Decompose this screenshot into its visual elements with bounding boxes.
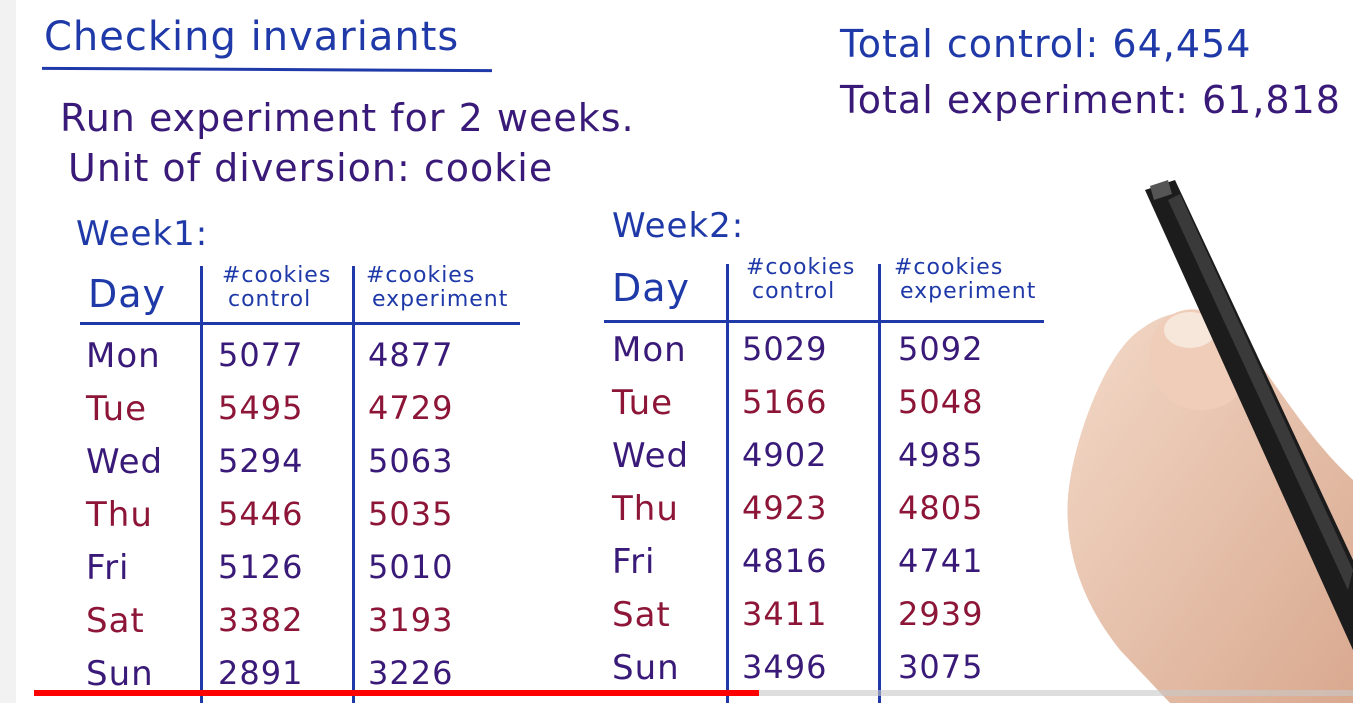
week2-row-experiment-value: 2939 [898, 595, 984, 633]
week1-row-control-value: 2891 [218, 654, 304, 692]
week2-row-control-value: 3496 [742, 648, 828, 686]
week1-row-experiment-value: 3226 [368, 654, 454, 692]
title-underline [41, 66, 493, 73]
week1-row-control-value: 5294 [218, 442, 304, 480]
week2-row-day: Fri [612, 542, 656, 582]
week2-label: Week2: [612, 206, 745, 246]
week1-row-experiment-value: 3193 [368, 601, 454, 639]
week2-row-day: Mon [612, 330, 687, 370]
week1-row-experiment-value: 5035 [368, 495, 454, 533]
week2-row-day: Tue [612, 383, 674, 423]
video-progress-fill [34, 690, 760, 696]
board-title: Checking invariants [44, 14, 460, 60]
week2-row-day: Sun [612, 648, 680, 688]
week1-divider-2 [352, 266, 355, 703]
week2-row-experiment-value: 4741 [898, 542, 984, 580]
week2-divider-1 [726, 264, 729, 703]
week1-row-experiment-value: 5063 [368, 442, 454, 480]
week1-row-experiment-value: 4877 [368, 336, 454, 374]
week2-header-control-line2: control [752, 279, 836, 304]
week1-header-control-line1: #cookies [222, 263, 332, 288]
week1-row-control-value: 5077 [218, 336, 304, 374]
total-experiment: Total experiment: 61,818 [840, 78, 1341, 122]
week1-row-day: Fri [86, 548, 130, 588]
week2-header-experiment-line1: #cookies [894, 255, 1004, 280]
week1-row-control-value: 5126 [218, 548, 304, 586]
week2-row-experiment-value: 5048 [898, 383, 984, 421]
week2-row-control-value: 5166 [742, 383, 828, 421]
week2-row-control-value: 4923 [742, 489, 828, 527]
week1-header-experiment-line1: #cookies [366, 263, 476, 288]
week1-header-day: Day [88, 272, 167, 316]
week1-header-experiment: #cookies experiment [366, 264, 508, 312]
week2-header-experiment-line2: experiment [900, 279, 1037, 304]
total-control: Total control: 64,454 [840, 22, 1252, 66]
week1-header-control-line2: control [228, 287, 312, 312]
week1-row-day: Mon [86, 336, 161, 376]
week2-row-experiment-value: 4985 [898, 436, 984, 474]
week2-header-experiment: #cookies experiment [894, 256, 1036, 304]
week1-label: Week1: [76, 214, 209, 254]
week1-row-day: Thu [86, 495, 153, 535]
week2-row-experiment-value: 3075 [898, 648, 984, 686]
week2-row-control-value: 5029 [742, 330, 828, 368]
week1-row-control-value: 3382 [218, 601, 304, 639]
week2-row-experiment-value: 4805 [898, 489, 984, 527]
week2-header-control: #cookies control [746, 256, 855, 304]
hand-with-pen-icon [1067, 180, 1353, 703]
week1-row-experiment-value: 4729 [368, 389, 454, 427]
week1-header-experiment-line2: experiment [372, 287, 509, 312]
week2-row-control-value: 4902 [742, 436, 828, 474]
week2-row-day: Wed [612, 436, 690, 476]
week1-row-control-value: 5495 [218, 389, 304, 427]
frame-left-edge [0, 0, 16, 703]
video-progress-bar[interactable] [34, 690, 1353, 696]
week2-row-control-value: 3411 [742, 595, 828, 633]
week2-header-day: Day [612, 266, 691, 310]
week1-row-experiment-value: 5010 [368, 548, 454, 586]
week2-row-day: Thu [612, 489, 679, 529]
week1-row-control-value: 5446 [218, 495, 304, 533]
week2-header-rule [604, 320, 1044, 323]
week2-header-control-line1: #cookies [746, 255, 856, 280]
week1-divider-1 [200, 266, 203, 703]
week1-header-control: #cookies control [222, 264, 331, 312]
week2-row-control-value: 4816 [742, 542, 828, 580]
week2-row-day: Sat [612, 595, 671, 635]
note-unit-of-diversion: Unit of diversion: cookie [68, 146, 554, 190]
week1-row-day: Wed [86, 442, 164, 482]
week1-row-day: Tue [86, 389, 148, 429]
week2-divider-2 [878, 264, 881, 703]
week1-header-rule [80, 322, 520, 325]
week1-row-day: Sat [86, 601, 145, 641]
note-run-experiment: Run experiment for 2 weeks. [60, 96, 635, 140]
week2-row-experiment-value: 5092 [898, 330, 984, 368]
week1-row-day: Sun [86, 654, 154, 694]
